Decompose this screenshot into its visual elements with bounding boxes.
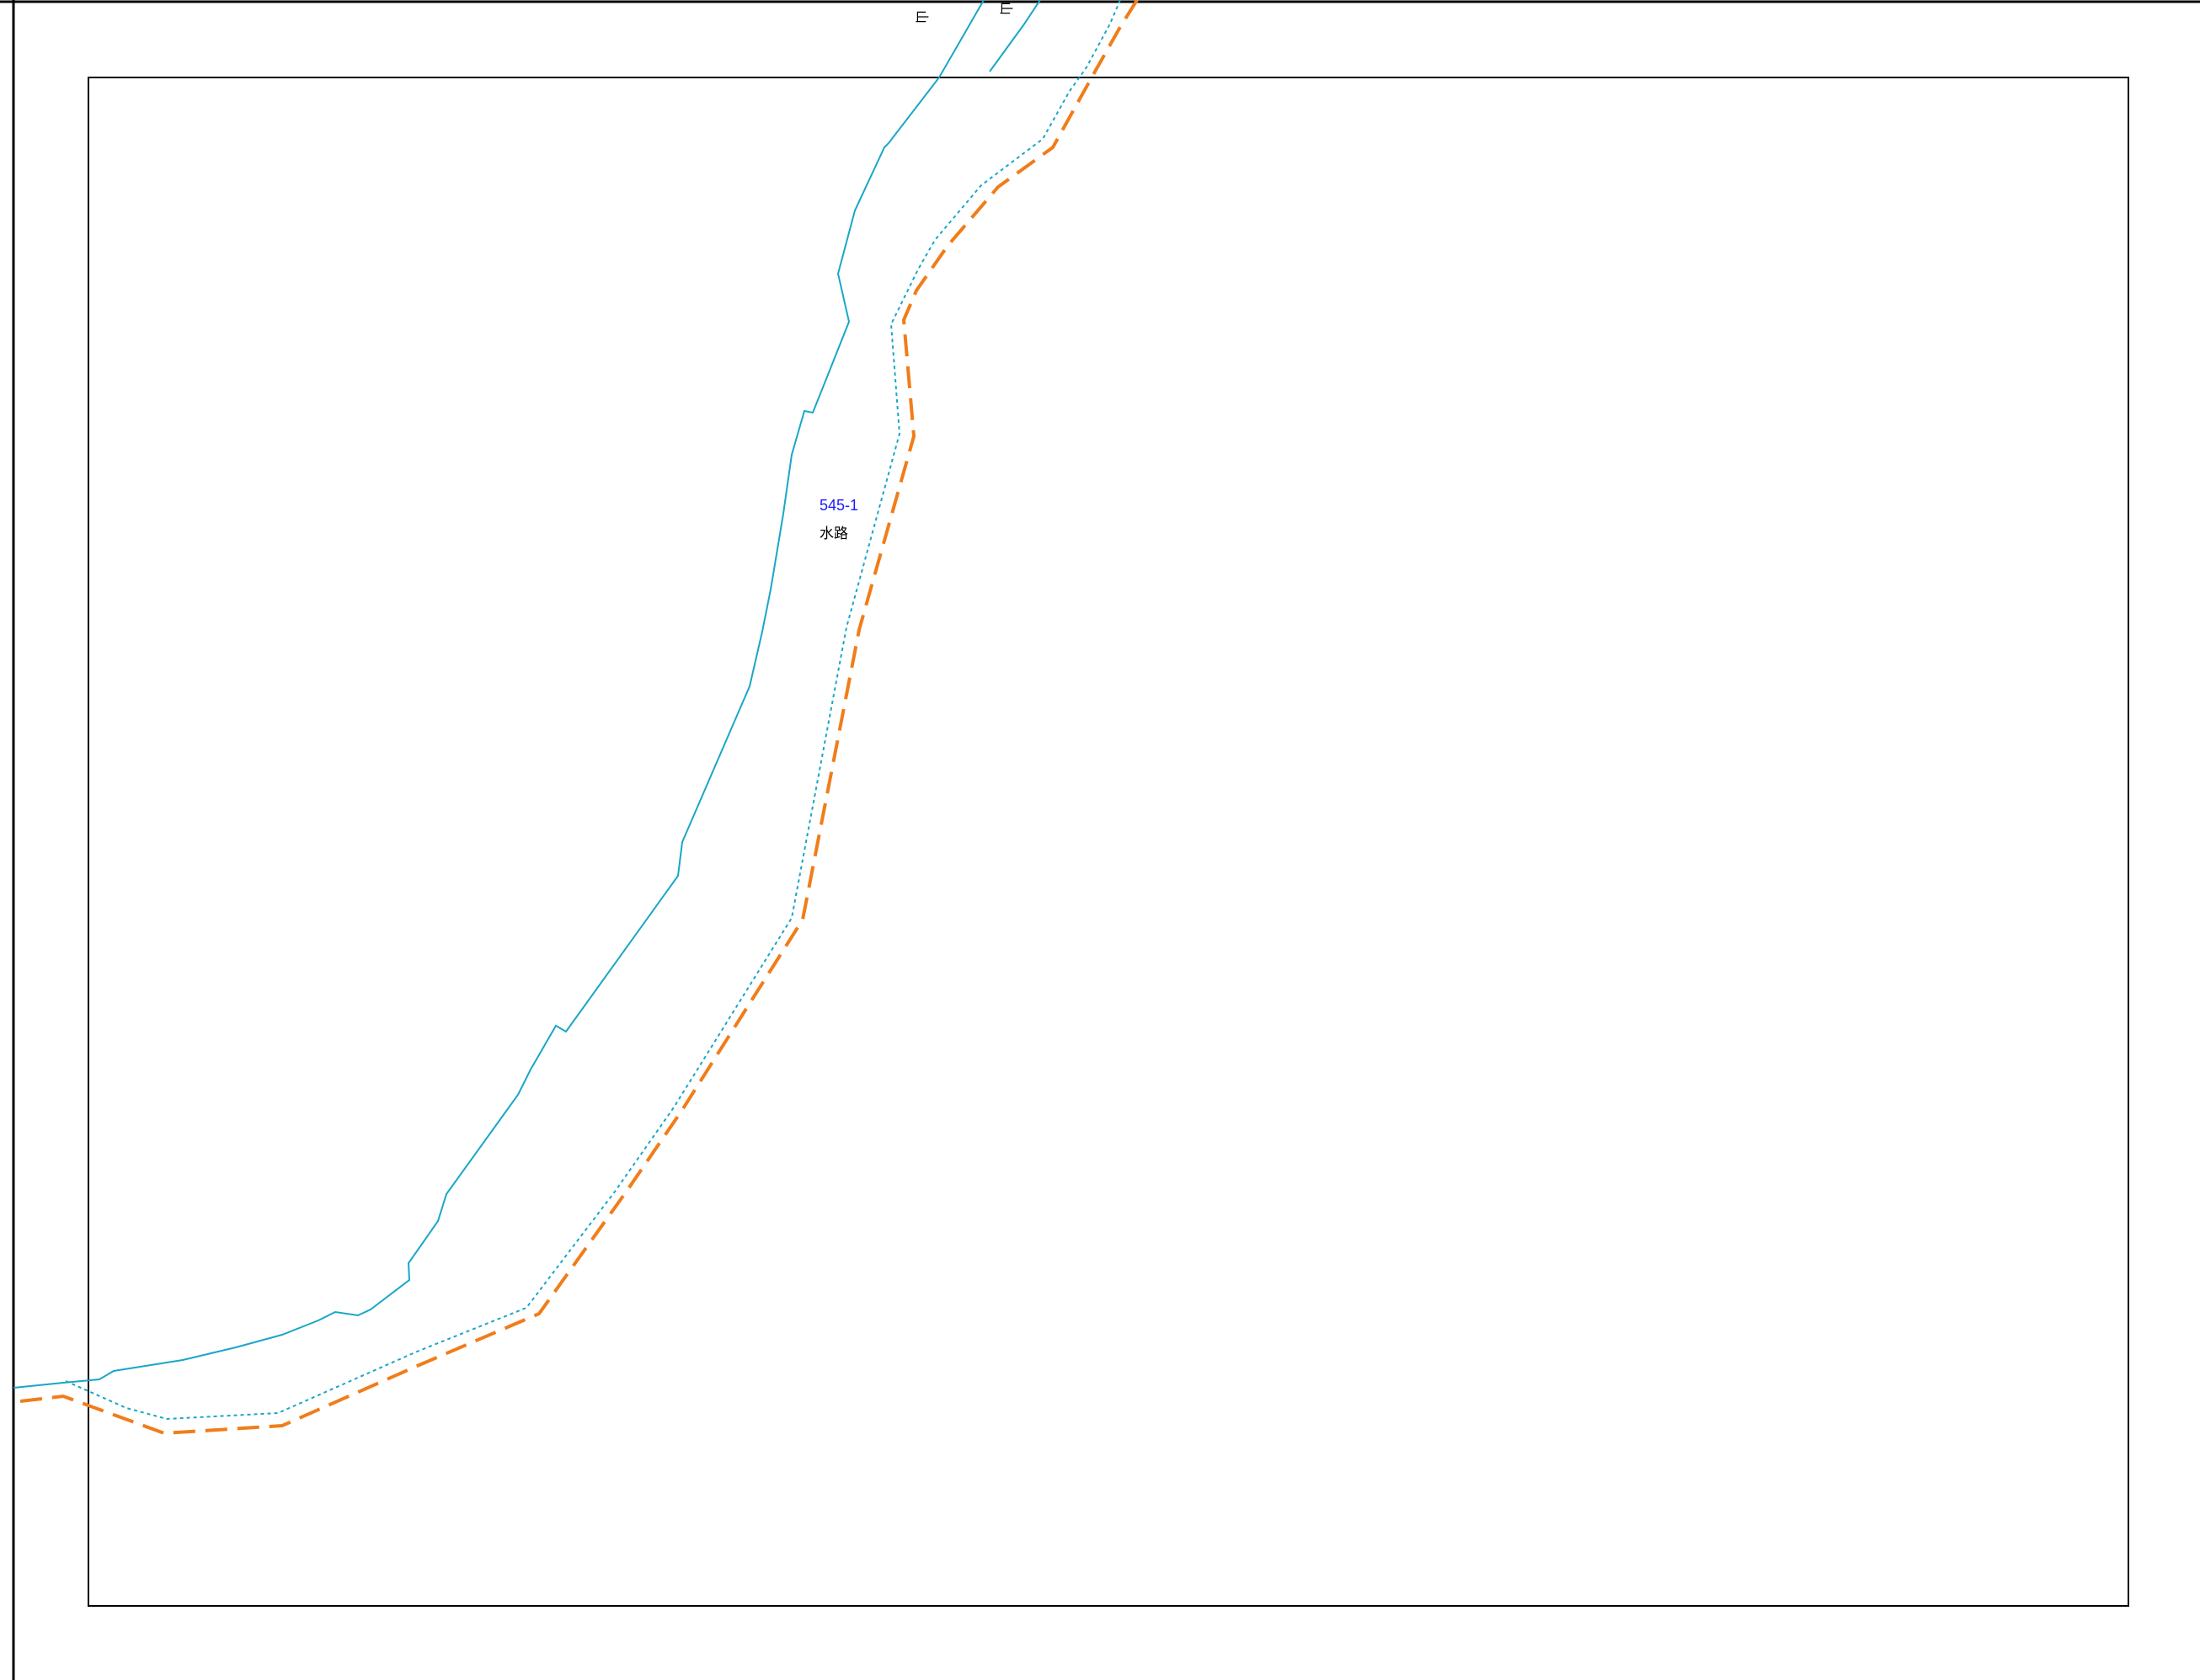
edge-label-mountain-2: 山 (998, 2, 1013, 15)
land-use-label: 水路 (820, 525, 848, 541)
waterway-bank-right (65, 0, 1121, 1421)
waterway-bank-top (989, 0, 1041, 72)
map-frame (88, 77, 2129, 1607)
edge-label-mountain-1: 山 (914, 10, 929, 24)
waterway-bank-left (13, 0, 985, 1389)
boundary-line (13, 0, 1139, 1436)
parcel-number: 545-1 (820, 497, 858, 514)
